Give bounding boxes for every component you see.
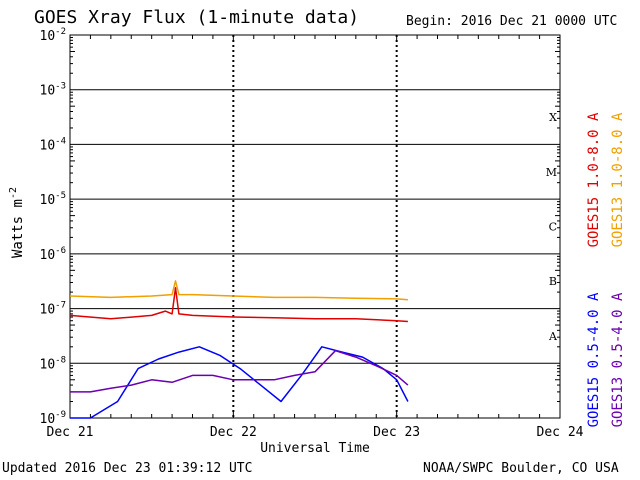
x-tick-label: Dec 22	[210, 425, 257, 440]
series-line	[70, 346, 409, 419]
legend-entry: GOES15 0.5-4.0 A	[586, 292, 602, 427]
chart-title: GOES Xray Flux (1-minute data)	[34, 7, 360, 28]
x-tick-label: Dec 23	[373, 425, 420, 440]
y-tick-label: 10-4	[40, 136, 67, 153]
y-tick-label: 10-9	[40, 410, 67, 427]
begin-time: Begin: 2016 Dec 21 0000 UTC	[406, 14, 618, 29]
legend-entry: GOES15 1.0-8.0 A	[586, 112, 602, 247]
y-axis-label: Watts m-2	[8, 187, 26, 258]
y-tick-label: 10-5	[40, 191, 67, 208]
y-tick-label: 10-7	[40, 301, 67, 318]
y-tick-label: 10-2	[40, 27, 67, 44]
x-axis-label: Universal Time	[260, 441, 370, 456]
x-tick-label: Dec 24	[537, 425, 584, 440]
legend-entry: GOES13 1.0-8.0 A	[610, 112, 626, 247]
flare-class-label: C	[549, 221, 557, 234]
series-line	[69, 287, 408, 323]
legend-entry: GOES13 0.5-4.0 A	[610, 292, 626, 427]
flare-class-label: B	[549, 275, 557, 288]
credit-label: NOAA/SWPC Boulder, CO USA	[423, 461, 619, 476]
flare-class-label: M	[546, 166, 557, 179]
flare-class-label: A	[548, 330, 558, 343]
series-line	[70, 349, 409, 393]
y-tick-label: 10-6	[40, 246, 67, 263]
flare-class-label: X	[549, 111, 557, 124]
y-tick-label: 10-3	[40, 82, 67, 99]
y-tick-label: 10-8	[40, 355, 67, 372]
updated-time: Updated 2016 Dec 23 01:39:12 UTC	[2, 461, 253, 476]
series-line	[69, 280, 408, 301]
x-tick-label: Dec 21	[47, 425, 94, 440]
plot-frame	[69, 34, 561, 419]
